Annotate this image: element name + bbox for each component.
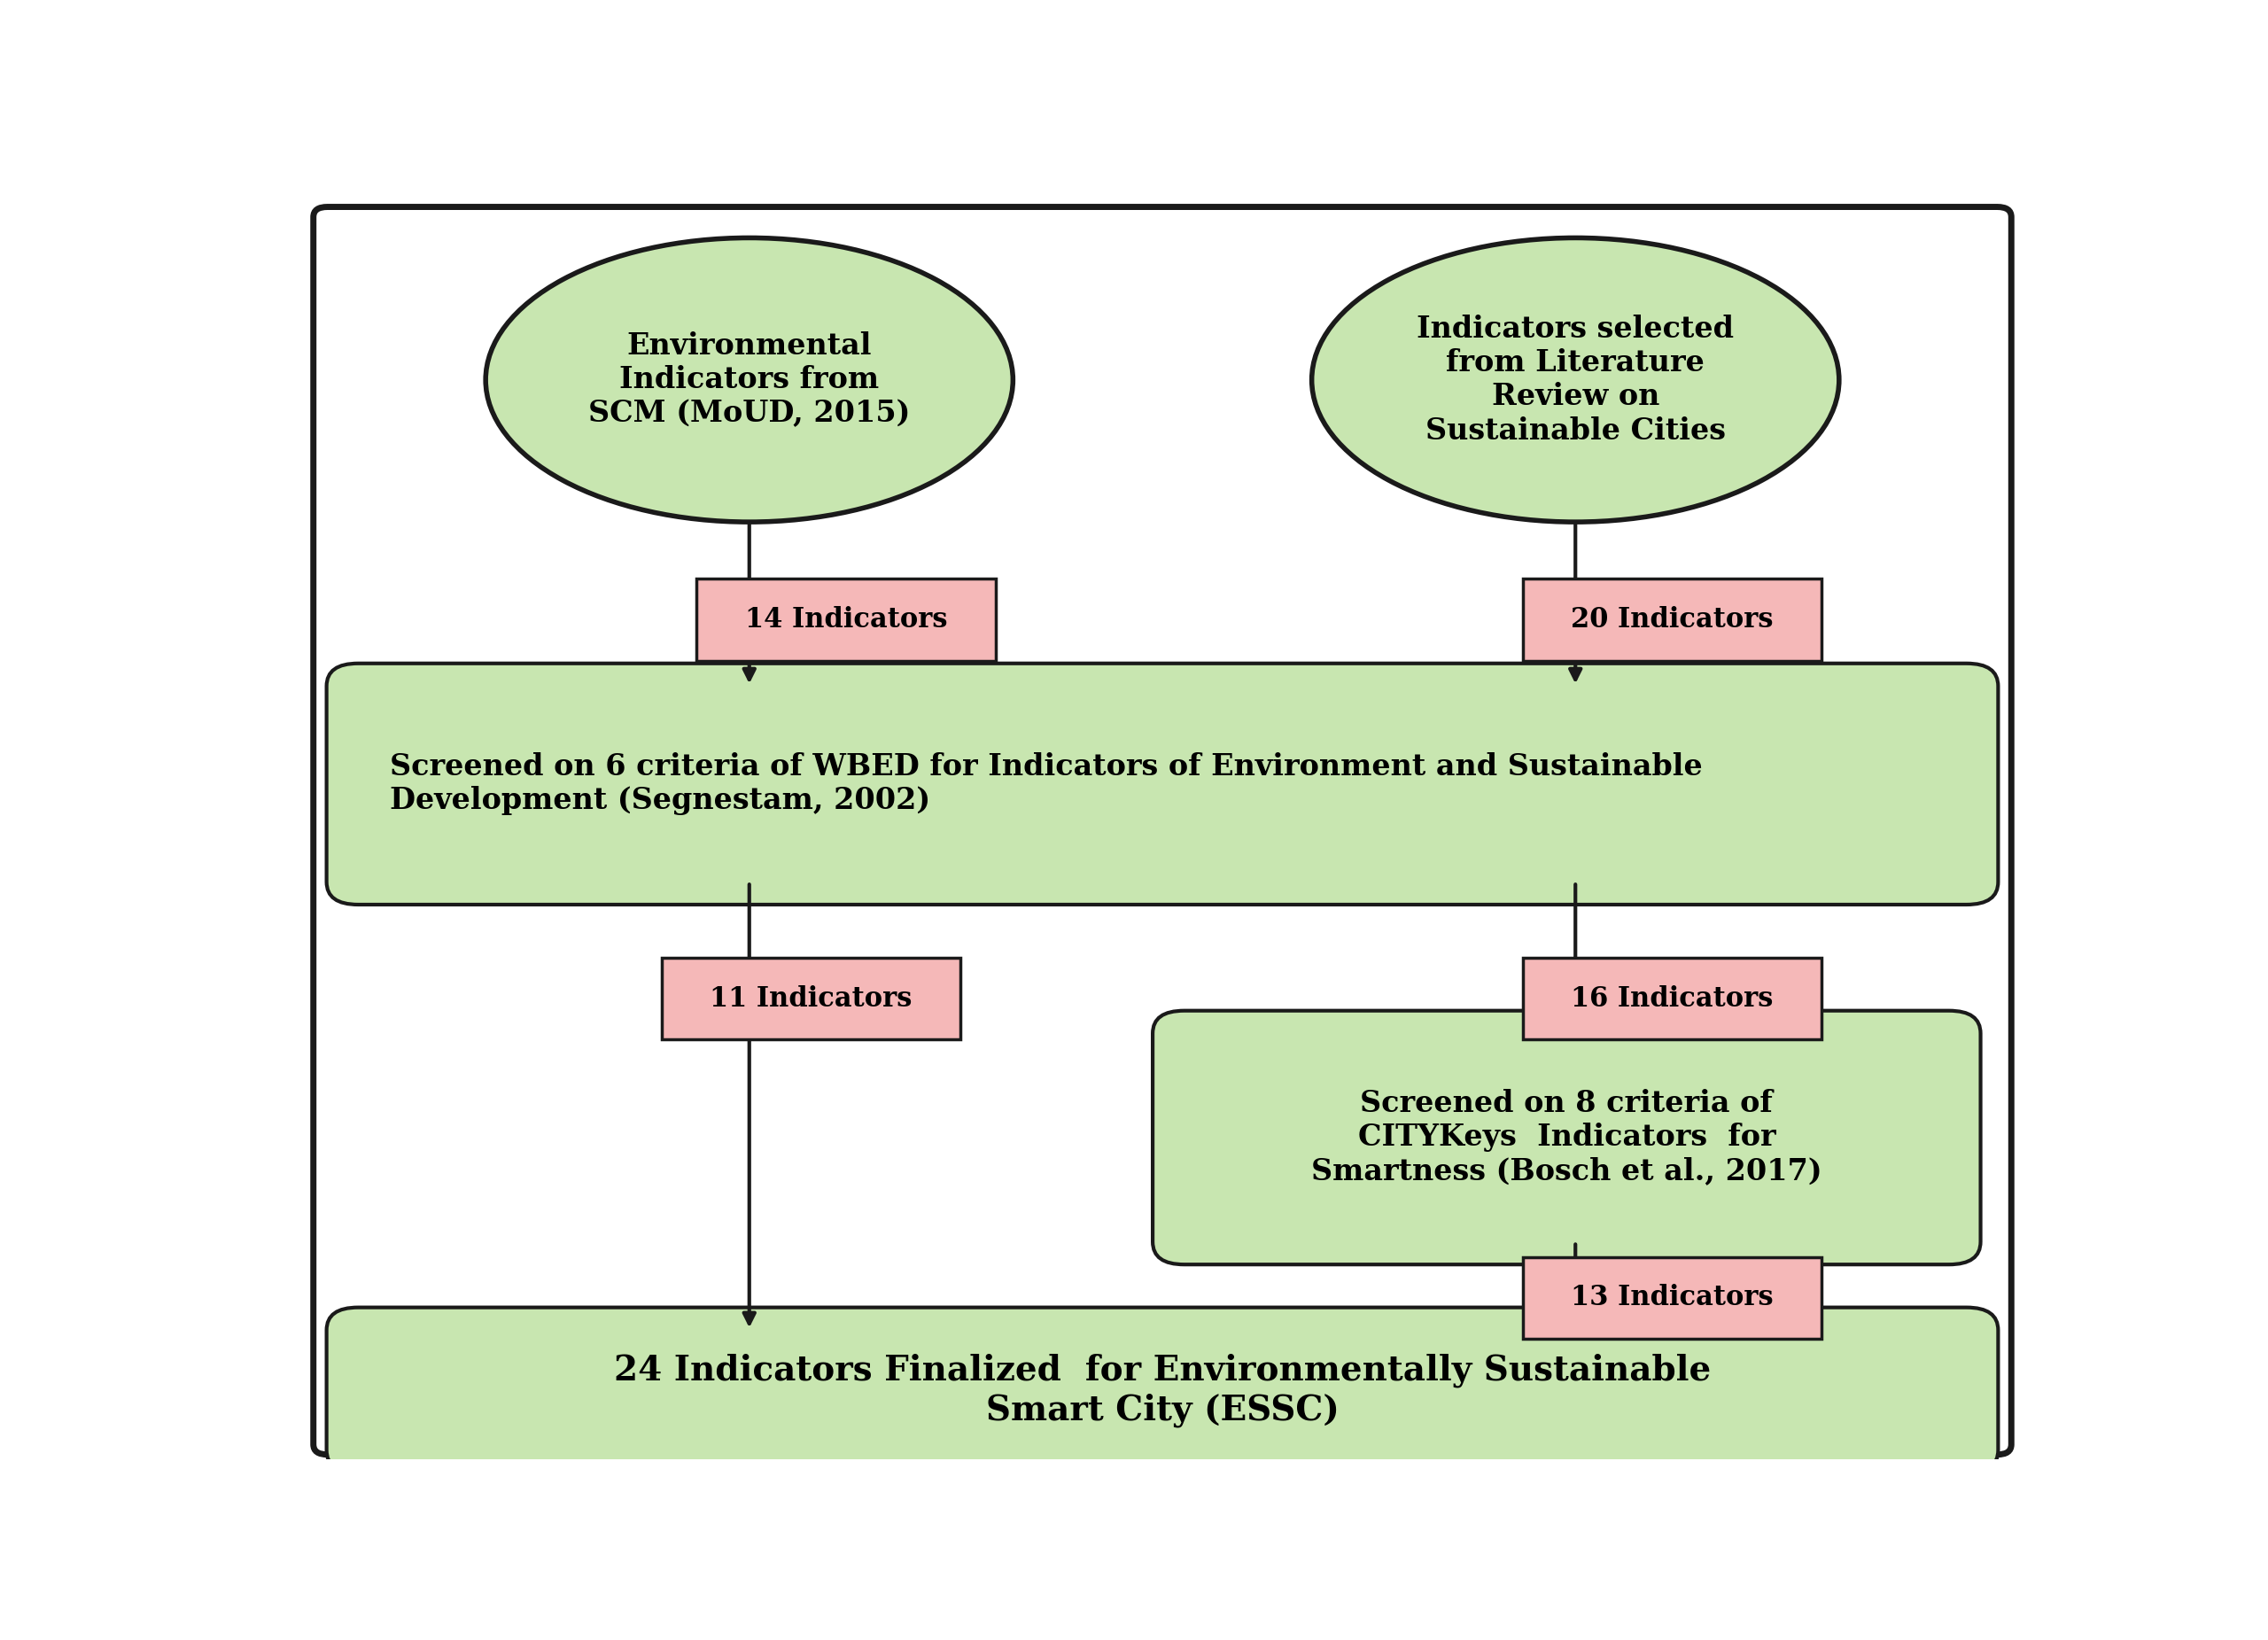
Ellipse shape <box>485 238 1014 522</box>
Text: Screened on 6 criteria of WBED for Indicators of Environment and Sustainable
Dev: Screened on 6 criteria of WBED for Indic… <box>390 753 1703 815</box>
Text: 11 Indicators: 11 Indicators <box>710 986 912 1012</box>
FancyBboxPatch shape <box>313 207 2012 1455</box>
FancyBboxPatch shape <box>1522 1256 1821 1338</box>
Ellipse shape <box>1311 238 1839 522</box>
FancyBboxPatch shape <box>696 579 996 661</box>
Text: Indicators selected
from Literature
Review on
Sustainable Cities: Indicators selected from Literature Revi… <box>1418 315 1735 446</box>
Text: Environmental
Indicators from
SCM (MoUD, 2015): Environmental Indicators from SCM (MoUD,… <box>587 331 909 428</box>
FancyBboxPatch shape <box>327 1307 1998 1473</box>
FancyBboxPatch shape <box>1522 579 1821 661</box>
Text: 13 Indicators: 13 Indicators <box>1572 1284 1774 1312</box>
Text: 14 Indicators: 14 Indicators <box>744 607 948 633</box>
Text: 16 Indicators: 16 Indicators <box>1572 986 1774 1012</box>
Text: 24 Indicators Finalized  for Environmentally Sustainable
Smart City (ESSC): 24 Indicators Finalized for Environmenta… <box>615 1353 1710 1427</box>
Text: Screened on 8 criteria of
CITYKeys  Indicators  for
Smartness (Bosch et al., 201: Screened on 8 criteria of CITYKeys Indic… <box>1311 1089 1821 1186</box>
FancyBboxPatch shape <box>1522 958 1821 1040</box>
FancyBboxPatch shape <box>662 958 959 1040</box>
FancyBboxPatch shape <box>1152 1010 1980 1264</box>
FancyBboxPatch shape <box>327 664 1998 905</box>
Text: 20 Indicators: 20 Indicators <box>1572 607 1774 633</box>
